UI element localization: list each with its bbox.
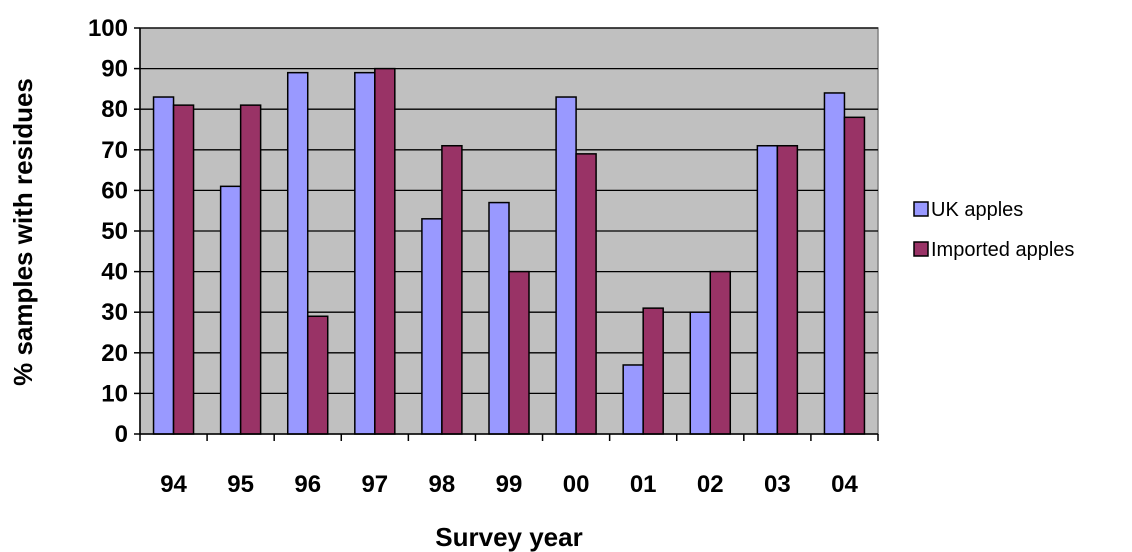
- x-tick-label-96: 96: [294, 471, 321, 498]
- y-tick-label: 20: [101, 340, 128, 367]
- bar-uk-apples-96: [286, 71, 309, 435]
- x-tick-label-02: 02: [697, 471, 724, 498]
- bar-uk-apples-94: [152, 96, 175, 435]
- bar-uk-apples-99: [488, 201, 510, 435]
- legend-label-imported-apples: Imported apples: [931, 239, 1074, 261]
- bar-imported-apples-97: [374, 67, 396, 435]
- y-tick-label: 0: [115, 421, 128, 448]
- bar-imported-apples-95: [239, 104, 262, 435]
- y-tick-label: 80: [101, 96, 128, 123]
- y-tick-label: 60: [101, 177, 128, 204]
- x-tick-label-99: 99: [496, 471, 523, 498]
- x-tick-label-01: 01: [630, 471, 657, 498]
- x-tick-label-03: 03: [764, 471, 791, 498]
- y-tick-label: 40: [101, 259, 128, 286]
- bar-imported-apples-04: [843, 116, 866, 435]
- bar-imported-apples-98: [441, 144, 463, 435]
- bar-imported-apples-99: [508, 270, 530, 435]
- bar-uk-apples-03: [756, 144, 779, 435]
- bar-imported-apples-03: [776, 144, 799, 435]
- x-tick-label-94: 94: [160, 471, 187, 498]
- y-tick-label: 70: [101, 137, 128, 164]
- bar-uk-apples-02: [689, 311, 712, 435]
- gridlines: [140, 27, 878, 395]
- y-tick-label: 50: [101, 218, 128, 245]
- bar-uk-apples-00: [555, 96, 577, 435]
- y-tick-label: 100: [88, 15, 128, 42]
- bar-uk-apples-98: [421, 218, 443, 435]
- bar-uk-apples-04: [823, 92, 846, 435]
- y-tick-label: 90: [101, 56, 128, 83]
- y-tick-label: 30: [101, 299, 128, 326]
- x-tick-label-97: 97: [361, 471, 388, 498]
- legend-swatch-uk-apples: [913, 201, 929, 217]
- x-tick-label-00: 00: [563, 471, 590, 498]
- x-tick-label-04: 04: [831, 471, 858, 498]
- legend: UK apples Imported apples: [913, 199, 1074, 261]
- bar-uk-apples-97: [354, 71, 376, 435]
- x-tick-label-98: 98: [429, 471, 456, 498]
- bar-imported-apples-02: [709, 270, 732, 435]
- bars: [152, 67, 866, 435]
- bar-uk-apples-01: [622, 364, 644, 435]
- bar-imported-apples-94: [172, 104, 195, 435]
- bar-imported-apples-00: [575, 153, 597, 435]
- x-tick-labels: 94 95 96 97 98 99 00 01 02 03 04: [139, 434, 879, 498]
- y-tick-label: 10: [101, 380, 128, 407]
- bar-imported-apples-01: [642, 307, 664, 435]
- x-tick-label-95: 95: [227, 471, 254, 498]
- bar-uk-apples-95: [219, 185, 242, 435]
- bar-imported-apples-96: [306, 315, 329, 435]
- y-tick-labels: 0 10 20 30 40 50 60 70 80 90 100: [88, 15, 140, 448]
- y-axis-title: % samples with residues: [8, 78, 38, 386]
- legend-label-uk-apples: UK apples: [931, 199, 1023, 221]
- x-axis-title: Survey year: [435, 522, 582, 552]
- legend-swatch-imported-apples: [913, 241, 929, 257]
